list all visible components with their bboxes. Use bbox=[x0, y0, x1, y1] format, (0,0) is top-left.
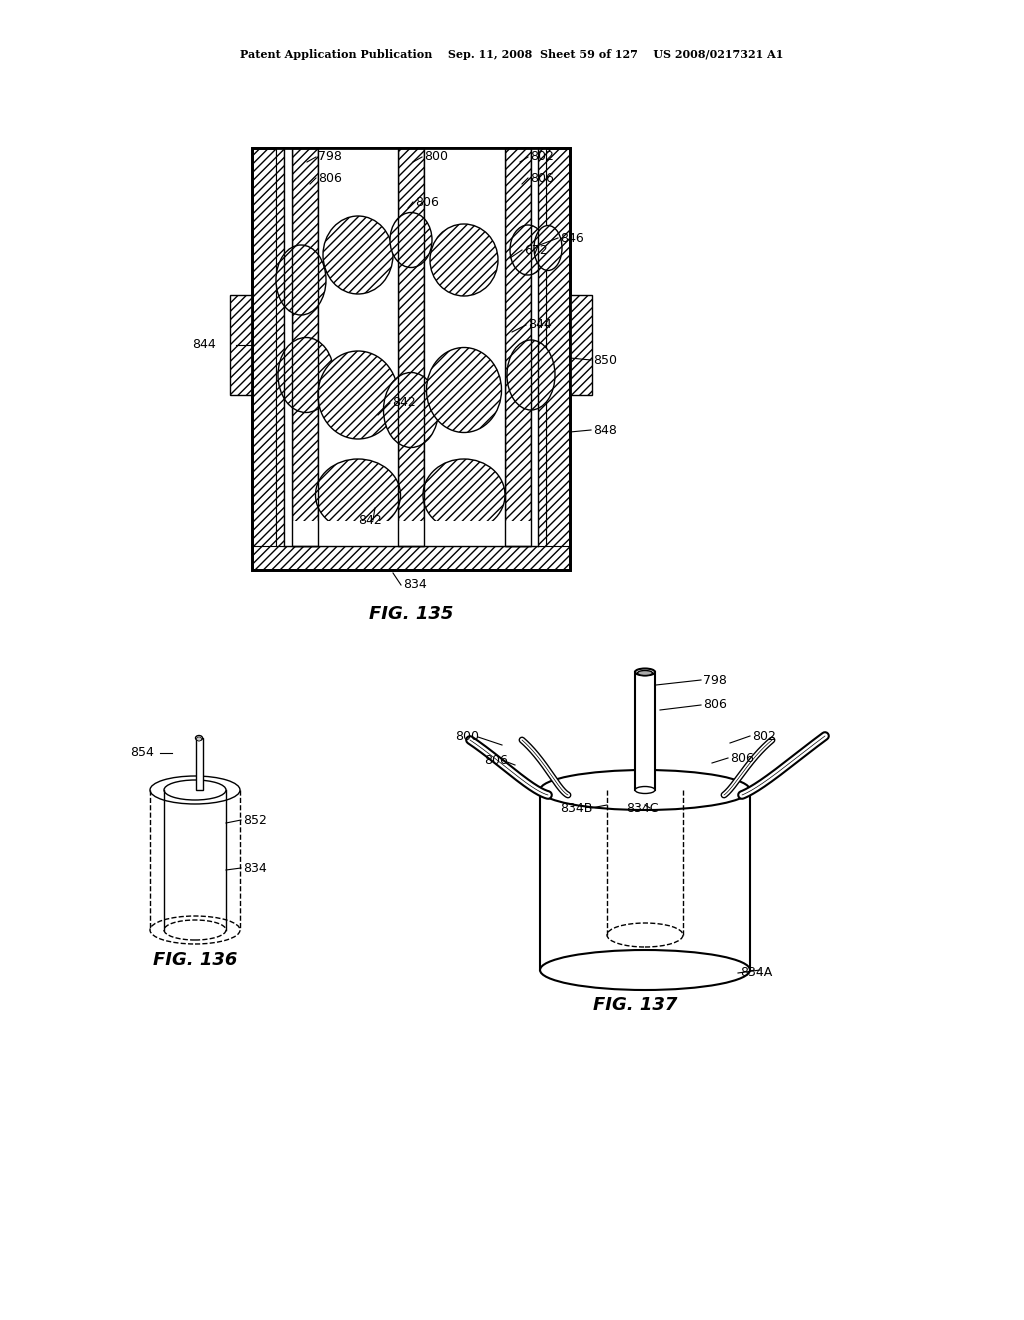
Text: 848: 848 bbox=[593, 424, 616, 437]
Bar bbox=[284, 521, 538, 546]
Text: 854: 854 bbox=[130, 747, 154, 759]
Bar bbox=[292, 148, 318, 546]
Text: 834A: 834A bbox=[740, 966, 772, 979]
Text: 846: 846 bbox=[560, 231, 584, 244]
Bar bbox=[284, 148, 292, 546]
Ellipse shape bbox=[318, 351, 398, 440]
Ellipse shape bbox=[507, 341, 555, 411]
Text: FIG. 135: FIG. 135 bbox=[369, 605, 454, 623]
Ellipse shape bbox=[150, 916, 240, 944]
Bar bbox=[252, 148, 570, 570]
Ellipse shape bbox=[197, 737, 202, 741]
Bar bbox=[398, 148, 424, 546]
Text: 844: 844 bbox=[193, 338, 216, 351]
Text: Patent Application Publication    Sep. 11, 2008  Sheet 59 of 127    US 2008/0217: Patent Application Publication Sep. 11, … bbox=[241, 49, 783, 61]
Bar bbox=[230, 294, 252, 395]
Text: 806: 806 bbox=[703, 698, 727, 711]
Text: 802: 802 bbox=[530, 150, 554, 164]
Ellipse shape bbox=[164, 920, 226, 940]
Ellipse shape bbox=[390, 213, 432, 268]
Bar bbox=[252, 148, 276, 570]
Text: 834: 834 bbox=[403, 578, 427, 591]
Ellipse shape bbox=[423, 459, 505, 531]
Text: 806: 806 bbox=[730, 751, 754, 764]
Ellipse shape bbox=[635, 787, 655, 793]
Text: 834C: 834C bbox=[626, 801, 658, 814]
Ellipse shape bbox=[323, 216, 393, 294]
Bar bbox=[538, 148, 546, 546]
Text: 800: 800 bbox=[424, 150, 449, 164]
Text: 806: 806 bbox=[484, 754, 508, 767]
Ellipse shape bbox=[607, 923, 683, 946]
Bar bbox=[635, 672, 655, 789]
Text: 842: 842 bbox=[358, 513, 382, 527]
Bar bbox=[424, 148, 505, 546]
Bar bbox=[276, 148, 284, 546]
Text: 850: 850 bbox=[593, 354, 617, 367]
Bar bbox=[318, 148, 398, 546]
Bar bbox=[252, 148, 570, 570]
Text: 800: 800 bbox=[455, 730, 479, 743]
Text: 844: 844 bbox=[528, 318, 552, 331]
Bar bbox=[546, 148, 570, 570]
Text: 806: 806 bbox=[415, 195, 439, 209]
Ellipse shape bbox=[150, 776, 240, 804]
Text: 852: 852 bbox=[243, 813, 267, 826]
Text: FIG. 136: FIG. 136 bbox=[153, 950, 238, 969]
Ellipse shape bbox=[315, 459, 400, 531]
Text: 672: 672 bbox=[524, 243, 548, 256]
Bar bbox=[505, 148, 531, 546]
Ellipse shape bbox=[635, 668, 655, 676]
Bar bbox=[531, 148, 538, 546]
Ellipse shape bbox=[164, 780, 226, 800]
Text: 842: 842 bbox=[392, 396, 416, 409]
Text: 798: 798 bbox=[318, 150, 342, 164]
Ellipse shape bbox=[540, 950, 750, 990]
Text: 802: 802 bbox=[752, 730, 776, 742]
Ellipse shape bbox=[384, 372, 438, 447]
Text: 834B: 834B bbox=[560, 801, 592, 814]
Bar bbox=[252, 546, 570, 570]
Bar bbox=[196, 738, 203, 789]
Bar bbox=[505, 148, 531, 546]
Ellipse shape bbox=[607, 777, 683, 803]
Ellipse shape bbox=[510, 224, 546, 275]
Ellipse shape bbox=[638, 671, 652, 676]
Ellipse shape bbox=[540, 770, 750, 810]
Ellipse shape bbox=[276, 246, 326, 315]
Text: 798: 798 bbox=[703, 673, 727, 686]
Ellipse shape bbox=[534, 226, 562, 271]
Text: 806: 806 bbox=[318, 172, 342, 185]
Bar bbox=[398, 148, 424, 546]
Ellipse shape bbox=[427, 347, 502, 433]
Bar bbox=[570, 294, 592, 395]
Text: 834: 834 bbox=[243, 862, 266, 874]
Ellipse shape bbox=[196, 735, 203, 741]
Bar bbox=[276, 148, 546, 546]
Ellipse shape bbox=[278, 338, 334, 412]
Text: FIG. 137: FIG. 137 bbox=[593, 997, 677, 1014]
Ellipse shape bbox=[430, 224, 498, 296]
Bar bbox=[292, 148, 318, 546]
Text: 806: 806 bbox=[530, 172, 554, 185]
